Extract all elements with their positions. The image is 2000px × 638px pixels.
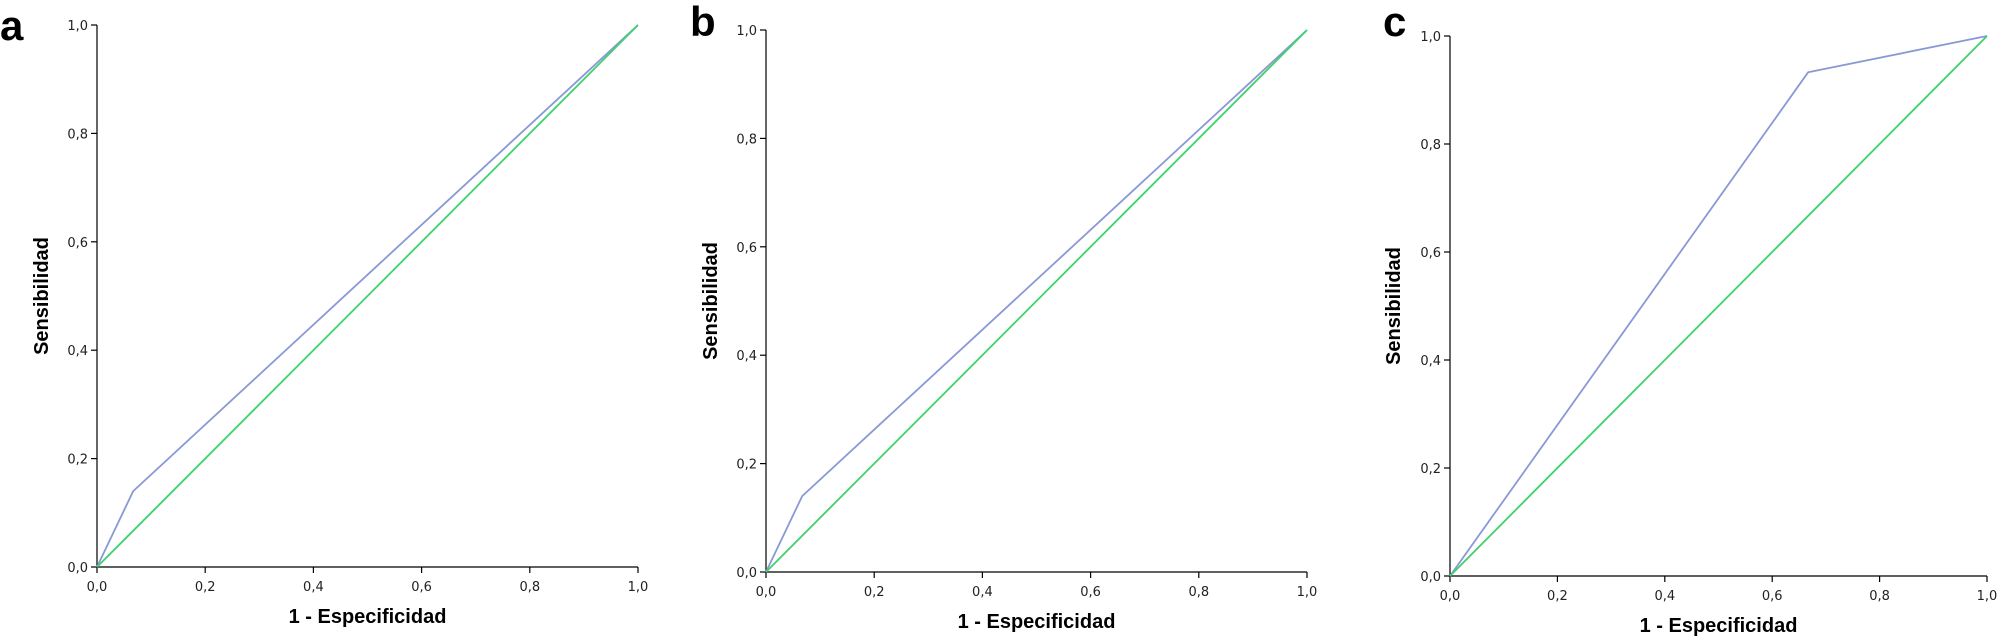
- y-tick-label: 0,2: [736, 458, 757, 473]
- y-tick-label: 1,0: [1420, 30, 1441, 45]
- x-tick-label: 0,2: [864, 585, 885, 600]
- reference-curve: [96, 24, 639, 568]
- y-tick-label: 0,2: [1420, 462, 1441, 477]
- x-tick-label: 0,4: [1654, 589, 1675, 604]
- panel-letter: c: [1383, 0, 1406, 45]
- x-tick-label: 0,0: [1440, 589, 1461, 604]
- y-tick-label: 0,6: [736, 241, 757, 256]
- y-tick-label: 1,0: [67, 19, 88, 34]
- x-axis-title: 1 - Especificidad: [289, 606, 447, 628]
- x-tick-label: 0,0: [756, 585, 777, 600]
- y-tick-label: 0,8: [736, 132, 757, 147]
- x-tick-label: 0,0: [87, 580, 108, 595]
- x-axis-title: 1 - Especificidad: [1640, 615, 1798, 637]
- y-tick-label: 0,2: [67, 453, 88, 468]
- roc-curve: [1449, 35, 1988, 577]
- y-tick-label: 0,0: [736, 566, 757, 581]
- x-tick-label: 0,4: [972, 585, 993, 600]
- y-axis-title: Sensibilidad: [1383, 247, 1405, 365]
- x-tick-label: 1,0: [1297, 585, 1318, 600]
- chart-panel-c: c 0,0 0,2 0,4 0,6 0,8 1,0 0,0 0,2 0,4 0,6 0,8 1,0 1 -…: [1383, 0, 1997, 637]
- y-tick-label: 0,4: [67, 344, 88, 359]
- x-tick-label: 0,6: [1762, 589, 1783, 604]
- y-axis-title: Sensibilidad: [31, 237, 53, 355]
- panel-letter: a: [0, 2, 24, 49]
- x-tick-label: 0,8: [1869, 589, 1890, 604]
- y-tick-label: 0,4: [736, 349, 757, 364]
- y-tick-label: 1,0: [736, 24, 757, 39]
- y-tick-label: 0,8: [1420, 138, 1441, 153]
- x-tick-label: 0,2: [195, 580, 216, 595]
- x-tick-label: 0,8: [1188, 585, 1209, 600]
- y-tick-label: 0,8: [67, 127, 88, 142]
- y-axis-title: Sensibilidad: [700, 242, 722, 360]
- y-tick-label: 0,4: [1420, 354, 1441, 369]
- chart-panel-b: b 0,0 0,2 0,4 0,6 0,8 1,0 0,0 0,2 0,4 0,6 0,8 1,0 1 -…: [690, 0, 1317, 633]
- x-tick-label: 0,6: [411, 580, 432, 595]
- panel-letter: b: [690, 0, 716, 45]
- y-tick-label: 0,6: [1420, 246, 1441, 261]
- y-tick-label: 0,6: [67, 236, 88, 251]
- y-tick-label: 0,0: [67, 561, 88, 576]
- chart-panel-a: a 0,0 0,2 0,4 0,6 0,8 1,0 0,0 0,2 0,4 0,6 0,8 1,0 1 -…: [0, 2, 648, 628]
- x-tick-label: 0,2: [1547, 589, 1568, 604]
- x-tick-label: 1,0: [1977, 589, 1998, 604]
- reference-curve: [1449, 35, 1988, 577]
- y-tick-label: 0,0: [1420, 570, 1441, 585]
- x-tick-label: 0,6: [1080, 585, 1101, 600]
- x-tick-label: 1,0: [628, 580, 649, 595]
- roc-curve: [96, 24, 639, 568]
- reference-curve: [765, 29, 1308, 573]
- x-tick-label: 0,8: [519, 580, 540, 595]
- x-tick-label: 0,4: [303, 580, 324, 595]
- roc-curve: [765, 29, 1308, 573]
- x-axis-title: 1 - Especificidad: [958, 611, 1116, 633]
